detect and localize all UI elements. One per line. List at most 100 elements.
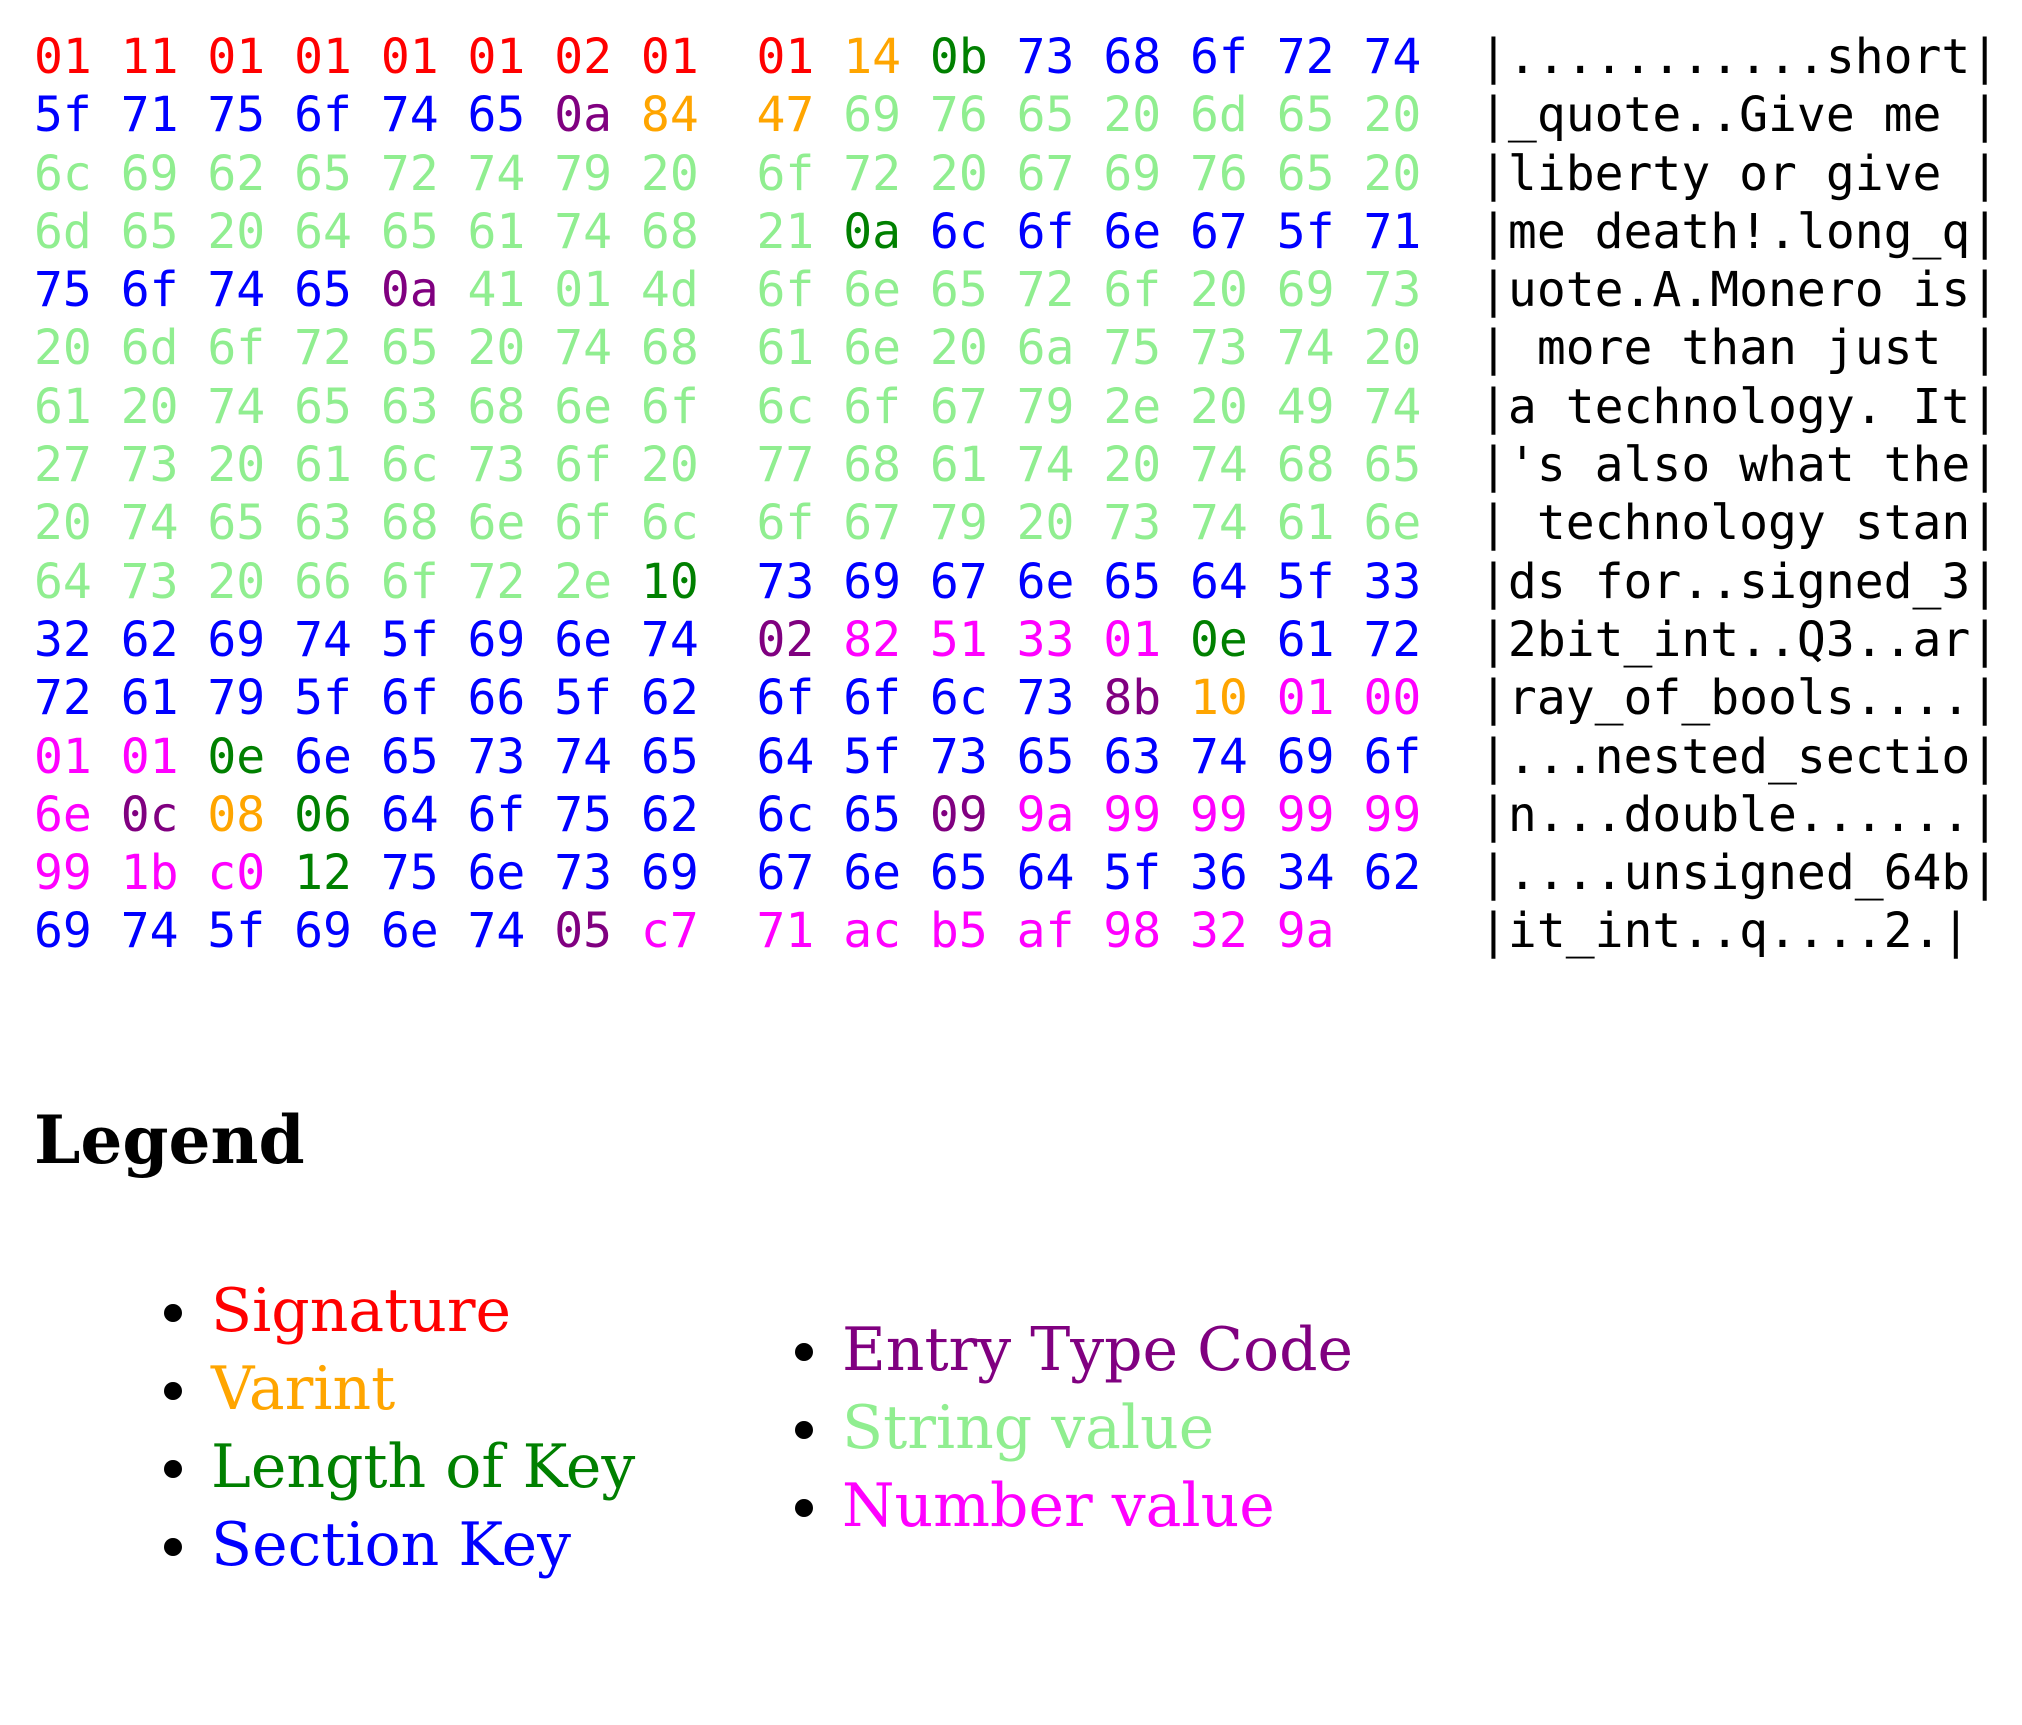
hex-byte: 5f (207, 903, 266, 960)
hex-byte: 64 (1190, 553, 1248, 610)
hex-byte: 69 (120, 145, 179, 202)
hex-byte: 2e (1103, 378, 1162, 435)
hex-byte: 65 (1016, 87, 1075, 144)
hex-byte: 98 (1103, 903, 1162, 960)
hex-byte: 65 (929, 845, 988, 902)
hex-byte: 65 (1103, 553, 1162, 610)
hex-byte: 6f (294, 87, 352, 144)
legend-title: Legend (34, 1101, 305, 1179)
hex-byte: 20 (467, 320, 526, 377)
hex-byte: 79 (1016, 378, 1075, 435)
hexdump-row: 32 62 69 74 5f 69 6e 74 02 82 51 33 01 0… (34, 611, 1999, 669)
hex-byte: 20 (1190, 262, 1248, 319)
ascii-column: |a technology. It| (1479, 378, 2000, 435)
hexdump-row: 6c 69 62 65 72 74 79 20 6f 72 20 67 69 7… (34, 145, 1999, 203)
hex-byte: 69 (843, 87, 902, 144)
hex-byte: 6e (34, 786, 92, 843)
hex-byte: 74 (1190, 437, 1248, 494)
hex-byte: 6c (756, 378, 815, 435)
hex-byte: 73 (1103, 495, 1162, 552)
hex-byte: 79 (929, 495, 988, 552)
hex-byte: 65 (380, 320, 439, 377)
hex-byte: 73 (1016, 29, 1075, 85)
hex-byte: 74 (467, 903, 526, 960)
hex-byte: 76 (1190, 145, 1248, 202)
hex-byte: 64 (380, 786, 439, 843)
hex-byte: 05 (554, 903, 613, 960)
hex-byte: 74 (294, 611, 352, 668)
hex-byte: 74 (467, 145, 526, 202)
hex-byte: 71 (1363, 203, 1422, 260)
hex-byte: 66 (294, 553, 352, 610)
legend-item: Entry Type Code (838, 1311, 1353, 1389)
hex-byte: 63 (294, 495, 352, 552)
hex-byte: 6d (120, 320, 179, 377)
hex-byte: 82 (843, 611, 902, 668)
ascii-column: |n...double......| (1479, 786, 2000, 843)
hex-byte: 6f (640, 378, 699, 435)
hex-byte: 51 (929, 611, 988, 668)
hex-byte: 6e (1016, 553, 1075, 610)
hex-byte: 74 (554, 320, 613, 377)
ascii-column: |it_int..q....2.| (1479, 903, 1971, 960)
hex-byte: 01 (120, 728, 179, 785)
hex-byte: 67 (843, 495, 902, 552)
hex-byte: 74 (380, 87, 439, 144)
hexdump-row: 99 1b c0 12 75 6e 73 69 67 6e 65 64 5f 3… (34, 844, 1999, 902)
hex-byte: 68 (380, 495, 439, 552)
hex-byte: 01 (380, 29, 439, 85)
hex-byte: 62 (207, 145, 266, 202)
hex-byte: 99 (34, 845, 92, 902)
ascii-column: |_quote..Give me | (1479, 87, 2000, 144)
hex-byte: 69 (1103, 145, 1162, 202)
hex-byte: 49 (1276, 378, 1335, 435)
hex-byte: 74 (1190, 728, 1248, 785)
hex-byte: 74 (207, 378, 266, 435)
hex-byte: 73 (1016, 670, 1075, 727)
hex-byte: 61 (294, 437, 352, 494)
hex-byte: 00 (1363, 670, 1422, 727)
hex-byte: 68 (1276, 437, 1335, 494)
hex-byte: 84 (640, 87, 699, 144)
ascii-column: |liberty or give | (1479, 145, 2000, 202)
hex-byte: 06 (294, 786, 352, 843)
hex-byte: 6d (1190, 87, 1248, 144)
ascii-column: |ray_of_bools....| (1479, 670, 2000, 727)
hex-byte: 32 (34, 611, 92, 668)
hex-byte: 73 (1363, 262, 1422, 319)
hex-byte: 01 (34, 29, 92, 85)
hex-byte: 72 (294, 320, 352, 377)
hex-byte: 74 (120, 903, 179, 960)
hex-byte: 61 (1276, 611, 1335, 668)
hexdump: 01 11 01 01 01 01 02 01 01 14 0b 73 68 6… (34, 28, 1999, 961)
hex-byte: 0e (207, 728, 266, 785)
hex-byte: 20 (640, 145, 699, 202)
hex-byte: 74 (1363, 29, 1422, 85)
hex-byte: 74 (1363, 378, 1422, 435)
hex-byte: 65 (1363, 437, 1422, 494)
hex-byte: c7 (640, 903, 699, 960)
hex-byte: b5 (929, 903, 988, 960)
legend-item: Number value (838, 1467, 1353, 1545)
hex-byte: 75 (34, 262, 92, 319)
hex-byte: 61 (467, 203, 526, 260)
hex-byte: 20 (207, 437, 266, 494)
hex-byte: 65 (843, 786, 902, 843)
hex-byte: 6f (1190, 29, 1248, 85)
legend-item: Signature (207, 1272, 635, 1350)
hex-byte: 62 (640, 670, 699, 727)
hex-byte: 5f (1276, 203, 1335, 260)
hex-byte: 6e (467, 845, 526, 902)
hex-byte: 20 (34, 320, 92, 377)
hex-byte: 5f (34, 87, 92, 144)
hex-byte: 12 (294, 845, 352, 902)
hex-byte: 5f (554, 670, 613, 727)
hex-byte: 6f (554, 437, 613, 494)
hex-byte: 01 (34, 728, 92, 785)
hex-byte: 73 (120, 553, 179, 610)
legend-item: String value (838, 1389, 1353, 1467)
hex-byte: 47 (756, 87, 815, 144)
hex-byte: 73 (467, 728, 526, 785)
hex-byte: 69 (843, 553, 902, 610)
hex-byte: 62 (640, 786, 699, 843)
